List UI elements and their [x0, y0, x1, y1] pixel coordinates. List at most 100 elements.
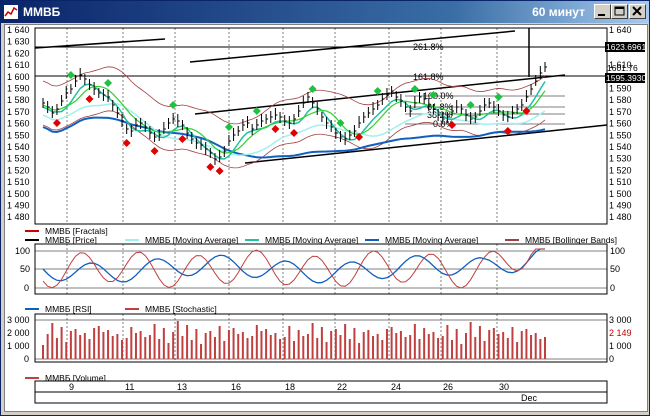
volume-bar[interactable] — [60, 327, 63, 359]
volume-bar[interactable] — [427, 334, 430, 359]
volume-bar[interactable] — [381, 340, 384, 359]
volume-bar[interactable] — [107, 330, 110, 359]
fractal-up-marker[interactable] — [104, 79, 113, 87]
bollinger-upper[interactable] — [42, 66, 546, 125]
volume-bar[interactable] — [432, 332, 435, 359]
volume-bar[interactable] — [483, 341, 486, 359]
volume-bar[interactable] — [437, 338, 440, 359]
volume-bar[interactable] — [42, 345, 44, 359]
volume-bar[interactable] — [69, 331, 72, 359]
volume-bar[interactable] — [464, 333, 467, 359]
volume-bar[interactable] — [176, 321, 179, 359]
volume-bar[interactable] — [348, 339, 351, 359]
volume-bar[interactable] — [55, 338, 58, 359]
volume-bar[interactable] — [134, 333, 137, 359]
volume-bar[interactable] — [478, 326, 481, 359]
volume-bar[interactable] — [116, 334, 119, 359]
fractal-down-marker[interactable] — [122, 139, 131, 147]
fractal-down-marker[interactable] — [355, 133, 364, 141]
volume-bar[interactable] — [172, 332, 175, 359]
volume-bar[interactable] — [334, 329, 337, 359]
volume-bar[interactable] — [121, 340, 124, 359]
fractal-up-marker[interactable] — [410, 85, 419, 93]
volume-bar[interactable] — [293, 341, 295, 359]
volume-bar[interactable] — [74, 329, 77, 359]
volume-bar[interactable] — [88, 339, 91, 359]
volume-bar[interactable] — [404, 337, 407, 359]
fractal-down-marker[interactable] — [448, 121, 457, 129]
volume-bar[interactable] — [79, 335, 82, 359]
close-button[interactable] — [629, 4, 646, 19]
volume-bar[interactable] — [204, 333, 207, 359]
volume-bar[interactable] — [246, 338, 249, 359]
volume-bar[interactable] — [181, 336, 184, 359]
volume-bar[interactable] — [385, 329, 388, 359]
volume-bar[interactable] — [320, 327, 323, 359]
volume-bar[interactable] — [65, 342, 68, 359]
fractal-up-marker[interactable] — [169, 101, 178, 109]
fractal-down-marker[interactable] — [178, 135, 187, 143]
volume-bar[interactable] — [399, 331, 402, 359]
stochastic-line[interactable] — [42, 248, 545, 289]
volume-bar[interactable] — [330, 331, 333, 359]
volume-bar[interactable] — [213, 337, 216, 359]
volume-bar[interactable] — [255, 325, 258, 359]
volume-bar[interactable] — [153, 324, 156, 359]
volume-bar[interactable] — [418, 339, 421, 359]
fractal-up-marker[interactable] — [252, 107, 261, 115]
fractal-up-marker[interactable] — [66, 71, 75, 79]
fractal-down-marker[interactable] — [522, 107, 531, 115]
title-bar[interactable]: ММВБ 60 минут — [1, 1, 649, 23]
volume-bar[interactable] — [367, 330, 370, 359]
volume-bar[interactable] — [325, 342, 328, 359]
volume-bar[interactable] — [306, 334, 309, 359]
fractal-up-marker[interactable] — [429, 91, 438, 99]
volume-bar[interactable] — [209, 331, 212, 359]
fractal-down-marker[interactable] — [215, 167, 224, 175]
volume-bar[interactable] — [158, 339, 161, 359]
minimize-button[interactable] — [594, 4, 611, 19]
volume-bar[interactable] — [167, 343, 170, 359]
volume-bar[interactable] — [497, 334, 500, 359]
volume-bar[interactable] — [144, 337, 147, 359]
channel-bottom-line[interactable] — [244, 124, 608, 164]
volume-bar[interactable] — [190, 340, 193, 359]
month-axis[interactable] — [34, 391, 608, 404]
maximize-button[interactable] — [611, 4, 628, 19]
fractal-up-marker[interactable] — [373, 87, 382, 95]
volume-bar[interactable] — [218, 326, 221, 359]
volume-bar[interactable] — [446, 325, 449, 359]
volume-bar[interactable] — [311, 323, 314, 359]
volume-bar[interactable] — [288, 326, 291, 359]
volume-bar[interactable] — [316, 338, 319, 359]
fractal-markers[interactable] — [52, 71, 531, 175]
volume-bar[interactable] — [362, 332, 365, 359]
fractal-up-marker[interactable] — [494, 93, 503, 101]
volume-bar[interactable] — [353, 328, 356, 359]
volume-bar[interactable] — [460, 344, 463, 359]
fractal-down-marker[interactable] — [150, 147, 159, 155]
volume-bar[interactable] — [83, 333, 86, 359]
date-axis[interactable] — [34, 380, 608, 393]
rsi-line[interactable] — [42, 248, 545, 284]
fractal-down-marker[interactable] — [271, 125, 280, 133]
fractal-up-marker[interactable] — [336, 119, 345, 127]
volume-bar[interactable] — [488, 330, 491, 359]
volume-bar[interactable] — [223, 341, 226, 359]
volume-bar[interactable] — [51, 323, 54, 359]
fractal-down-marker[interactable] — [52, 119, 61, 127]
volume-bars[interactable] — [42, 321, 546, 359]
fractal-down-marker[interactable] — [503, 127, 512, 135]
volume-bar[interactable] — [358, 343, 361, 359]
volume-bar[interactable] — [279, 339, 282, 359]
volume-bar[interactable] — [455, 329, 458, 359]
volume-bar[interactable] — [46, 334, 49, 359]
volume-bar[interactable] — [97, 326, 100, 359]
fractal-up-marker[interactable] — [308, 85, 317, 93]
volume-bar[interactable] — [390, 327, 393, 359]
volume-bar[interactable] — [474, 337, 477, 359]
volume-bar[interactable] — [413, 324, 416, 359]
oscillator-panel[interactable]: 100 50 0 100 50 0 — [15, 243, 625, 295]
